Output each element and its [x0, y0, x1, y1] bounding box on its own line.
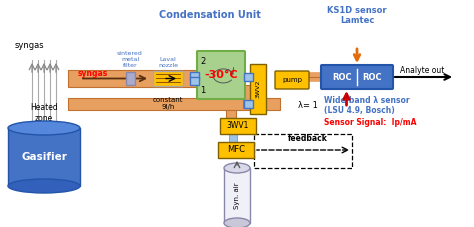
FancyBboxPatch shape [197, 51, 245, 99]
Bar [8, 128, 80, 186]
Bar [226, 110, 236, 118]
Text: constant
9l/h: constant 9l/h [153, 97, 183, 110]
Text: Condensation Unit: Condensation Unit [159, 10, 261, 20]
Text: Wide-band λ sensor: Wide-band λ sensor [324, 96, 410, 105]
Text: Heated
zone: Heated zone [30, 103, 58, 123]
Text: 3WV1: 3WV1 [227, 121, 249, 131]
Bar [190, 77, 199, 85]
Text: syngas: syngas [78, 69, 108, 77]
Text: 3WV2: 3WV2 [255, 80, 261, 98]
Ellipse shape [224, 218, 250, 227]
Text: -30°C: -30°C [204, 70, 238, 80]
Text: syngas: syngas [15, 40, 45, 49]
Bar [244, 73, 253, 81]
Bar [224, 168, 250, 223]
Text: ROC: ROC [363, 72, 382, 81]
Text: Analyte out: Analyte out [400, 66, 444, 75]
Text: Laval
nozzle: Laval nozzle [158, 57, 178, 68]
Text: Sensor Signal:  Ip/mA: Sensor Signal: Ip/mA [324, 118, 417, 127]
Bar [68, 98, 280, 110]
Bar [153, 71, 183, 86]
Bar [250, 64, 266, 114]
Bar [254, 134, 352, 168]
Bar [220, 118, 256, 134]
Text: Lamtec: Lamtec [340, 16, 374, 25]
FancyBboxPatch shape [321, 65, 393, 89]
Bar [218, 142, 254, 158]
Text: λ= 1: λ= 1 [298, 101, 318, 111]
Text: (LSU 4.9, Bosch): (LSU 4.9, Bosch) [324, 106, 395, 115]
Bar [68, 70, 233, 87]
Text: MFC: MFC [227, 146, 245, 155]
Text: ROC: ROC [332, 72, 351, 81]
Text: Gasifier: Gasifier [21, 152, 67, 162]
Text: sintered
metal
filter: sintered metal filter [117, 51, 143, 68]
Bar [190, 72, 199, 80]
Ellipse shape [8, 121, 80, 135]
Text: KS1D sensor: KS1D sensor [327, 6, 387, 15]
Ellipse shape [8, 179, 80, 193]
Bar [243, 85, 253, 108]
FancyBboxPatch shape [275, 71, 309, 89]
Text: feedback: feedback [288, 134, 328, 143]
Text: 1: 1 [200, 86, 205, 95]
Text: pump: pump [282, 77, 302, 83]
Ellipse shape [224, 163, 250, 173]
Text: 2: 2 [200, 57, 205, 66]
Bar [126, 72, 135, 85]
Text: Syn. air: Syn. air [234, 182, 240, 209]
Bar [244, 100, 253, 108]
Bar [229, 134, 237, 142]
